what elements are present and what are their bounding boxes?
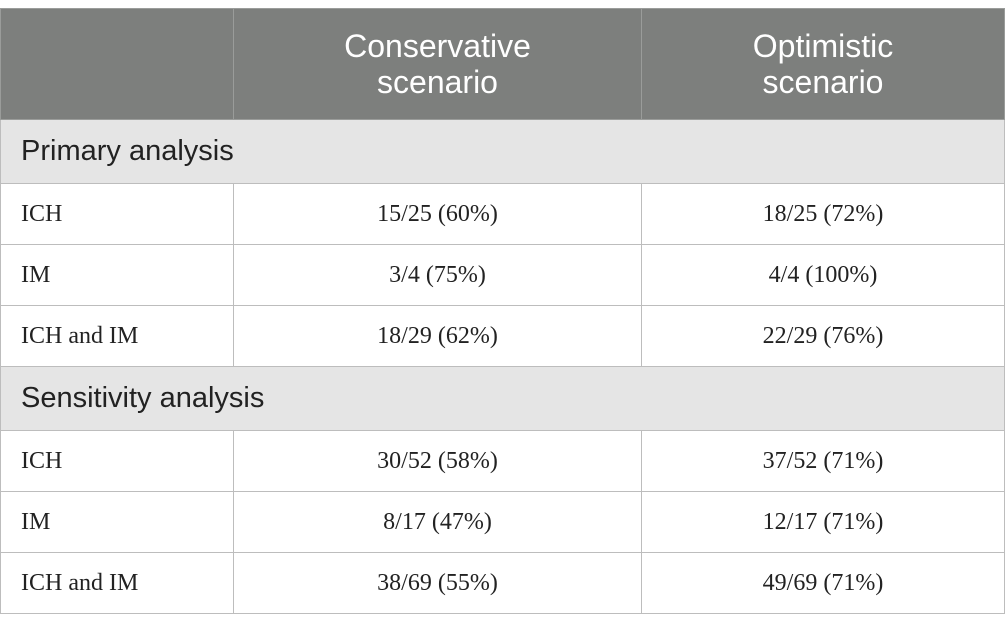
table-row: IM 8/17 (47%) 12/17 (71%): [0, 491, 1005, 553]
table-row: ICH 15/25 (60%) 18/25 (72%): [0, 183, 1005, 245]
conservative-value: 30/52 (58%): [233, 430, 642, 492]
row-label: IM: [0, 244, 234, 306]
section-title: Primary analysis: [0, 119, 1005, 184]
section-row-sensitivity: Sensitivity analysis: [0, 366, 1005, 431]
row-label: IM: [0, 491, 234, 553]
header-conservative: Conservative scenario: [233, 8, 642, 120]
optimistic-value: 4/4 (100%): [641, 244, 1005, 306]
section-title: Sensitivity analysis: [0, 366, 1005, 431]
section-row-primary: Primary analysis: [0, 119, 1005, 184]
optimistic-value: 18/25 (72%): [641, 183, 1005, 245]
header-empty-cell: [0, 8, 234, 120]
conservative-value: 15/25 (60%): [233, 183, 642, 245]
table-row: ICH 30/52 (58%) 37/52 (71%): [0, 430, 1005, 492]
optimistic-value: 37/52 (71%): [641, 430, 1005, 492]
row-label: ICH: [0, 183, 234, 245]
table-row: ICH and IM 38/69 (55%) 49/69 (71%): [0, 552, 1005, 614]
conservative-value: 3/4 (75%): [233, 244, 642, 306]
header-conservative-label: Conservative scenario: [344, 28, 531, 100]
conservative-value: 18/29 (62%): [233, 305, 642, 367]
table-row: IM 3/4 (75%) 4/4 (100%): [0, 244, 1005, 306]
row-label: ICH and IM: [0, 552, 234, 614]
optimistic-value: 12/17 (71%): [641, 491, 1005, 553]
row-label: ICH: [0, 430, 234, 492]
table-row: ICH and IM 18/29 (62%) 22/29 (76%): [0, 305, 1005, 367]
optimistic-value: 22/29 (76%): [641, 305, 1005, 367]
header-optimistic: Optimistic scenario: [641, 8, 1005, 120]
conservative-value: 38/69 (55%): [233, 552, 642, 614]
results-table: Conservative scenario Optimistic scenari…: [0, 8, 1005, 614]
header-optimistic-label: Optimistic scenario: [752, 28, 894, 100]
conservative-value: 8/17 (47%): [233, 491, 642, 553]
row-label: ICH and IM: [0, 305, 234, 367]
header-row: Conservative scenario Optimistic scenari…: [0, 8, 1005, 120]
optimistic-value: 49/69 (71%): [641, 552, 1005, 614]
